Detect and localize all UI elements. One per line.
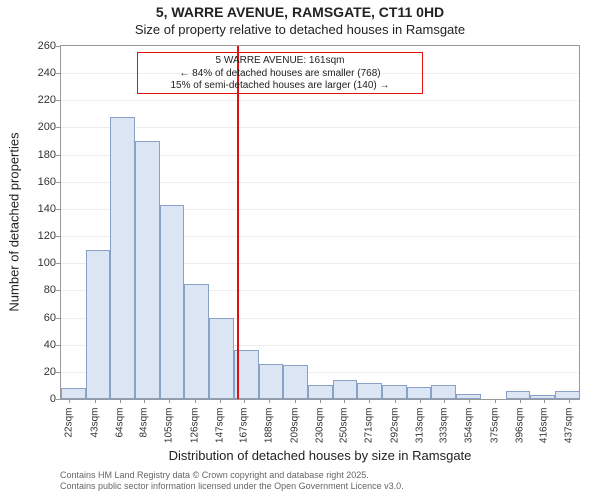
- ytick-label: 160: [16, 176, 56, 188]
- annotation-line-2: ← 84% of detached houses are smaller (76…: [142, 68, 418, 81]
- histogram-bar: [110, 117, 135, 399]
- histogram-bar: [382, 385, 407, 399]
- histogram-bar: [86, 250, 111, 399]
- xtick-mark: [520, 399, 521, 403]
- ytick-mark: [56, 290, 60, 291]
- ytick-mark: [56, 318, 60, 319]
- xtick-mark: [420, 399, 421, 403]
- ytick-label: 120: [16, 230, 56, 242]
- histogram-bar: [184, 284, 209, 399]
- histogram-bar: [283, 365, 308, 399]
- ytick-mark: [56, 73, 60, 74]
- credits-line-1: Contains HM Land Registry data © Crown c…: [60, 470, 404, 481]
- xtick-mark: [369, 399, 370, 403]
- histogram-bar: [530, 395, 555, 399]
- ytick-label: 80: [16, 284, 56, 296]
- ytick-label: 260: [16, 40, 56, 52]
- xtick-mark: [169, 399, 170, 403]
- xtick-mark: [195, 399, 196, 403]
- histogram-bar: [407, 387, 432, 399]
- gridline: [61, 100, 579, 101]
- credits: Contains HM Land Registry data © Crown c…: [60, 470, 404, 493]
- histogram-bar: [357, 383, 382, 399]
- ytick-mark: [56, 46, 60, 47]
- ytick-label: 0: [16, 393, 56, 405]
- x-axis-label: Distribution of detached houses by size …: [60, 448, 580, 463]
- histogram-bar: [308, 385, 333, 399]
- xtick-mark: [444, 399, 445, 403]
- ytick-label: 60: [16, 312, 56, 324]
- histogram-bar: [506, 391, 531, 399]
- ytick-label: 240: [16, 67, 56, 79]
- xtick-mark: [495, 399, 496, 403]
- ytick-mark: [56, 345, 60, 346]
- xtick-mark: [295, 399, 296, 403]
- histogram-bar: [555, 391, 580, 399]
- xtick-mark: [95, 399, 96, 403]
- histogram-bar: [209, 318, 234, 399]
- ytick-label: 200: [16, 121, 56, 133]
- xtick-mark: [344, 399, 345, 403]
- credits-line-2: Contains public sector information licen…: [60, 481, 404, 492]
- histogram-bar: [160, 205, 185, 399]
- chart-root: 5, WARRE AVENUE, RAMSGATE, CT11 0HD Size…: [0, 0, 600, 500]
- annotation-line-1: 5 WARRE AVENUE: 161sqm: [142, 55, 418, 68]
- xtick-mark: [320, 399, 321, 403]
- ytick-label: 140: [16, 203, 56, 215]
- xtick-mark: [395, 399, 396, 403]
- ytick-label: 20: [16, 366, 56, 378]
- plot-area: 5 WARRE AVENUE: 161sqm ← 84% of detached…: [60, 45, 580, 400]
- xtick-mark: [244, 399, 245, 403]
- ytick-mark: [56, 100, 60, 101]
- histogram-bar: [61, 388, 86, 399]
- histogram-bar: [431, 385, 456, 399]
- gridline: [61, 127, 579, 128]
- xtick-mark: [544, 399, 545, 403]
- xtick-mark: [469, 399, 470, 403]
- histogram-bar: [259, 364, 284, 399]
- ytick-mark: [56, 372, 60, 373]
- histogram-bar: [135, 141, 160, 399]
- xtick-mark: [120, 399, 121, 403]
- ytick-mark: [56, 399, 60, 400]
- title-line-2: Size of property relative to detached ho…: [0, 22, 600, 37]
- xtick-mark: [144, 399, 145, 403]
- xtick-mark: [220, 399, 221, 403]
- ytick-mark: [56, 236, 60, 237]
- ytick-label: 100: [16, 257, 56, 269]
- marker-line: [237, 46, 239, 399]
- ytick-mark: [56, 209, 60, 210]
- histogram-bar: [333, 380, 358, 399]
- annotation-line-3: 15% of semi-detached houses are larger (…: [142, 80, 418, 93]
- title-line-1: 5, WARRE AVENUE, RAMSGATE, CT11 0HD: [0, 4, 600, 20]
- ytick-label: 220: [16, 94, 56, 106]
- xtick-mark: [569, 399, 570, 403]
- xtick-mark: [269, 399, 270, 403]
- ytick-label: 40: [16, 339, 56, 351]
- ytick-mark: [56, 182, 60, 183]
- annotation-box: 5 WARRE AVENUE: 161sqm ← 84% of detached…: [137, 52, 423, 94]
- ytick-mark: [56, 127, 60, 128]
- ytick-mark: [56, 155, 60, 156]
- ytick-mark: [56, 263, 60, 264]
- xtick-mark: [69, 399, 70, 403]
- ytick-label: 180: [16, 149, 56, 161]
